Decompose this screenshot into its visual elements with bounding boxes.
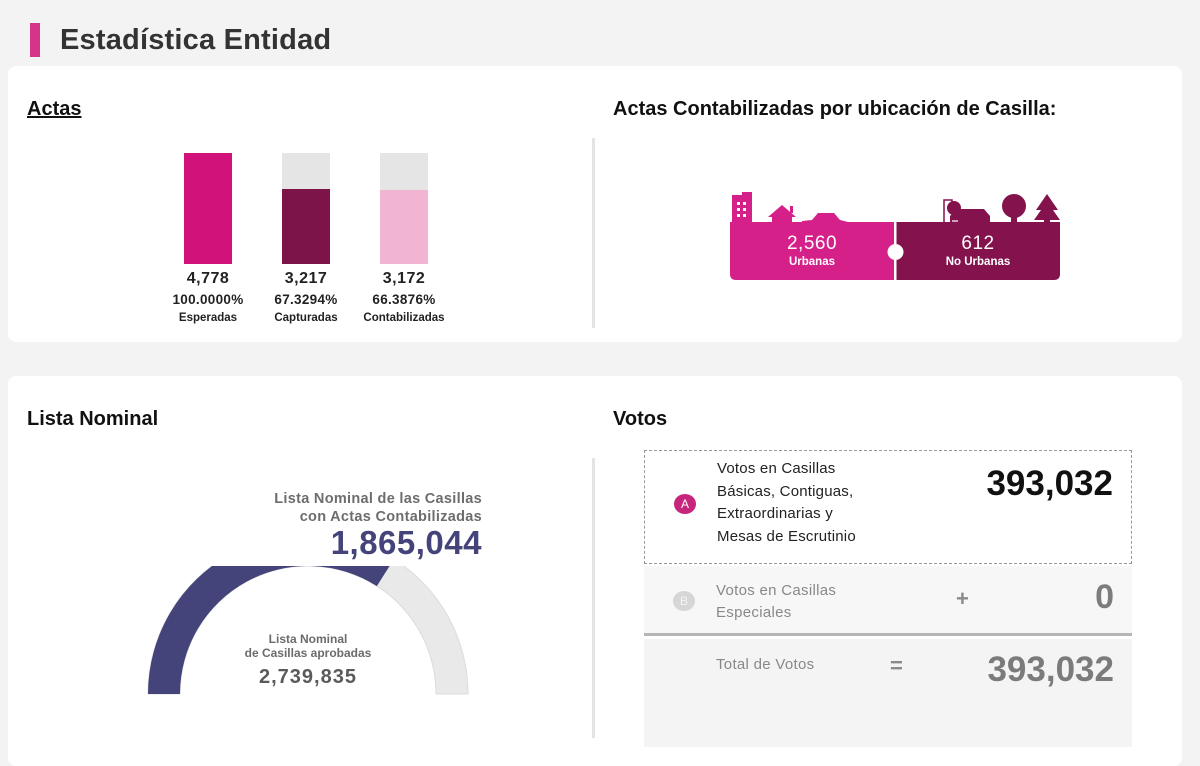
bar-value: 4,778 [186, 270, 230, 287]
section-divider [592, 138, 595, 328]
actas-bar-chart: 4,778 100.0000% Esperadas 3,217 67.3294%… [158, 153, 458, 333]
urbanas-label: Urbanas [788, 256, 836, 268]
votos-casillas-basicas-row: A Votos en Casillas Básicas, Contiguas, … [644, 450, 1132, 564]
header-accent-bar [30, 23, 40, 57]
bar-percent: 100.0000% [172, 292, 244, 307]
bar-label: Esperadas [178, 312, 238, 324]
urbanas-value: 2,560 [786, 233, 838, 254]
total-votos-label: Total de Votos [716, 656, 815, 673]
label-line: Especiales [716, 604, 792, 621]
bar-label: Capturadas [274, 312, 338, 324]
label-line: Votos en Casillas [717, 460, 836, 477]
bar-value: 3,172 [382, 270, 426, 287]
connector-dot [887, 244, 904, 260]
caption-line: con Actas Contabilizadas [299, 509, 482, 525]
actas-card: Actas 4,778 100.0000% Esperadas 3,217 67… [8, 66, 1182, 342]
bar-esperadas: 4,778 100.0000% Esperadas [158, 153, 258, 324]
no-urbanas-label: No Urbanas [945, 256, 1011, 268]
bar-fill-esperadas [184, 153, 232, 264]
no-urbanas-box [896, 230, 1060, 280]
label-line: Extraordinarias y [717, 505, 833, 522]
bar-track [380, 153, 428, 264]
votos-b-label: Votos en Casillas Especiales [716, 580, 836, 624]
badge-b: B [673, 591, 695, 611]
bar-fill-contabilizadas [380, 190, 428, 264]
no-urbanas-ground [896, 222, 1060, 230]
actas-title[interactable]: Actas [27, 98, 82, 120]
gauge-label: Lista Nominal de Casillas aprobadas [140, 632, 476, 660]
caption-line: Lista Nominal de las Casillas [274, 491, 482, 507]
page-header: Estadística Entidad [30, 22, 331, 58]
bar-contabilizadas: 3,172 66.3876% Contabilizadas [354, 153, 454, 324]
lista-nominal-caption: Lista Nominal de las Casillas con Actas … [274, 490, 482, 526]
no-urbanas-stat: 612 No Urbanas [896, 233, 1060, 268]
building-icon [732, 192, 752, 229]
bar-track [184, 153, 232, 264]
bar-track [282, 153, 330, 264]
badge-a: A [674, 494, 696, 514]
votos-casillas-especiales-row: B Votos en Casillas Especiales + 0 [644, 566, 1132, 636]
bar-capturadas: 3,217 67.3294% Capturadas [256, 153, 356, 324]
label-line: Mesas de Escrutinio [717, 527, 856, 545]
equals-operator: = [890, 653, 903, 678]
lista-nominal-aprobadas-value: 2,739,835 [259, 666, 357, 688]
tree-icon [1002, 194, 1026, 230]
no-urbanas-value: 612 [961, 233, 995, 254]
bar-percent: 67.3294% [274, 292, 338, 307]
ubicacion-title: Actas Contabilizadas por ubicación de Ca… [613, 98, 1057, 120]
bar-label: Contabilizadas [363, 312, 445, 324]
page-title: Estadística Entidad [60, 23, 332, 56]
bar-percent: 66.3876% [372, 292, 436, 307]
total-votos-value: 393,032 [987, 650, 1114, 689]
urbanas-box [730, 230, 895, 280]
votos-b-value: 0 [1095, 578, 1114, 616]
gauge-fill [148, 566, 390, 694]
votos-title: Votos [613, 408, 668, 430]
lista-votos-card: Lista Nominal Lista Nominal de las Casil… [8, 376, 1182, 766]
bar-value: 3,217 [284, 270, 328, 287]
total-votos-row: Total de Votos = 393,032 [644, 639, 1132, 747]
lista-nominal-contabilizadas-value: 1,865,044 [330, 524, 482, 561]
label-line: Votos en Casillas [716, 582, 837, 599]
lista-nominal-title: Lista Nominal [27, 408, 159, 430]
bar-fill-capturadas [282, 189, 330, 264]
lista-nominal-gauge [147, 566, 469, 695]
gauge-label-line: Lista Nominal [268, 632, 348, 646]
gauge-label-line: de Casillas aprobadas [244, 646, 372, 660]
urbanas-stat: 2,560 Urbanas [730, 233, 894, 268]
section-divider [592, 458, 595, 738]
votos-a-value: 393,032 [986, 464, 1113, 503]
ubicacion-graphic: 2,560 Urbanas 612 No Urbanas [722, 192, 1062, 282]
votos-a-label: Votos en Casillas Básicas, Contiguas, Ex… [717, 458, 856, 548]
label-line: Básicas, Contiguas, [717, 482, 854, 500]
plus-operator: + [956, 586, 969, 611]
urbanas-ground [730, 222, 895, 230]
